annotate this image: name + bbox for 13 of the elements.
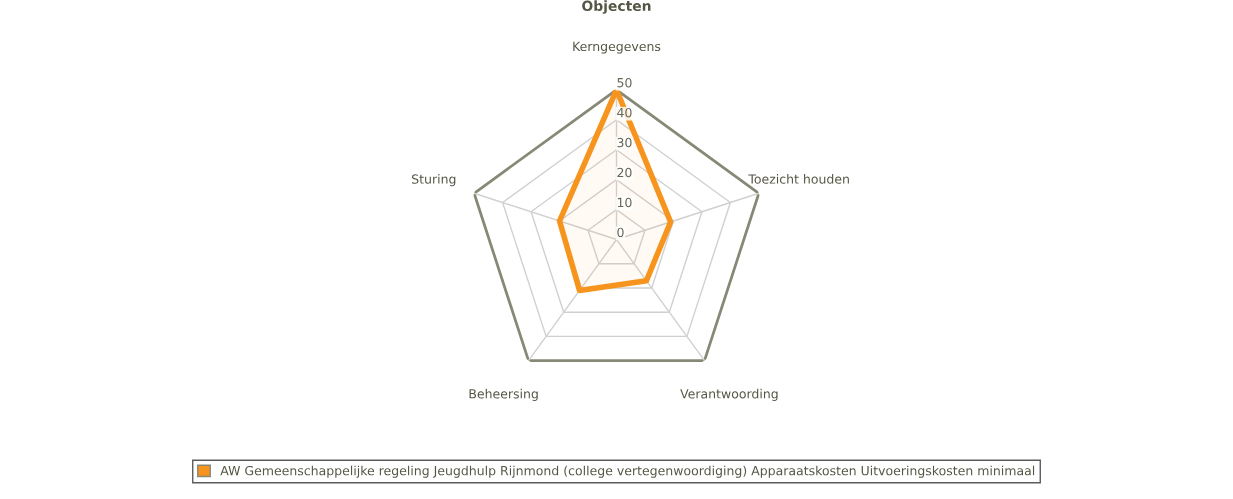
chart-title: Objecten: [582, 0, 651, 14]
spoke-label: Verantwoording: [680, 388, 778, 401]
spoke-label: Kerngegevens: [573, 41, 661, 54]
y-tick-label: 30: [617, 137, 632, 148]
y-tick-label: 40: [617, 107, 632, 118]
y-tick-label: 20: [617, 167, 632, 178]
y-tick-label: 50: [617, 77, 632, 88]
spoke-label: Sturing: [412, 174, 456, 187]
y-tick-label: 10: [617, 197, 632, 208]
legend-label: AW Gemeenschappelijke regeling Jeugdhulp Rijnmond (college vertegenwoordiging) Apparaatskosten Uitvoeringskosten minimaal: [220, 465, 1035, 478]
spoke-label: Toezicht houden: [748, 174, 849, 184]
spoke-label: Beheersing: [469, 388, 538, 401]
y-tick-label: 0: [617, 227, 624, 238]
